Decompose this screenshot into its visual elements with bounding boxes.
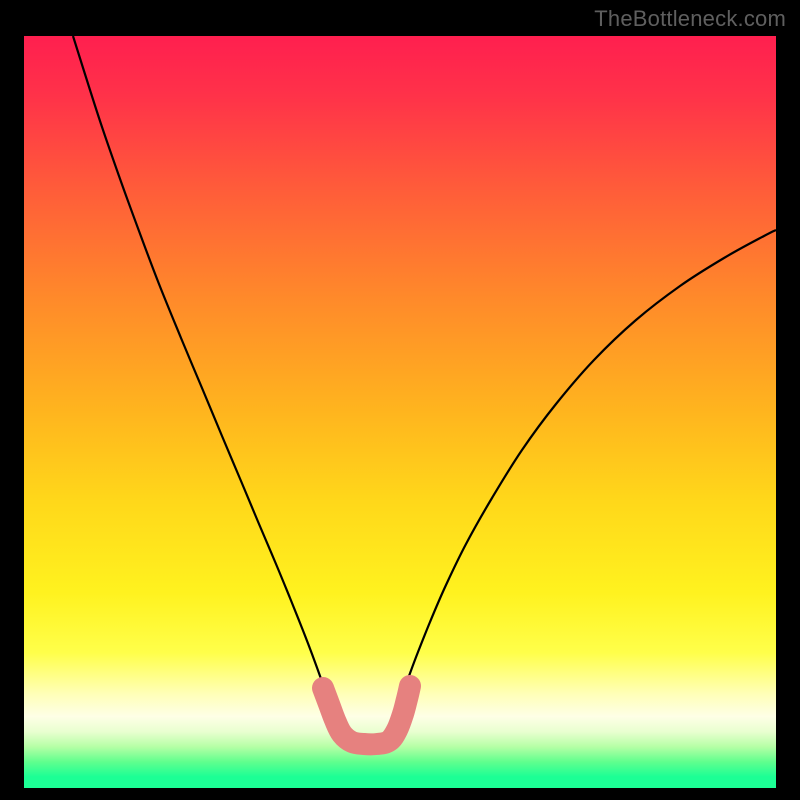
watermark-text: TheBottleneck.com bbox=[594, 6, 786, 32]
chart-frame bbox=[24, 36, 776, 788]
heatmap-background bbox=[24, 36, 776, 788]
